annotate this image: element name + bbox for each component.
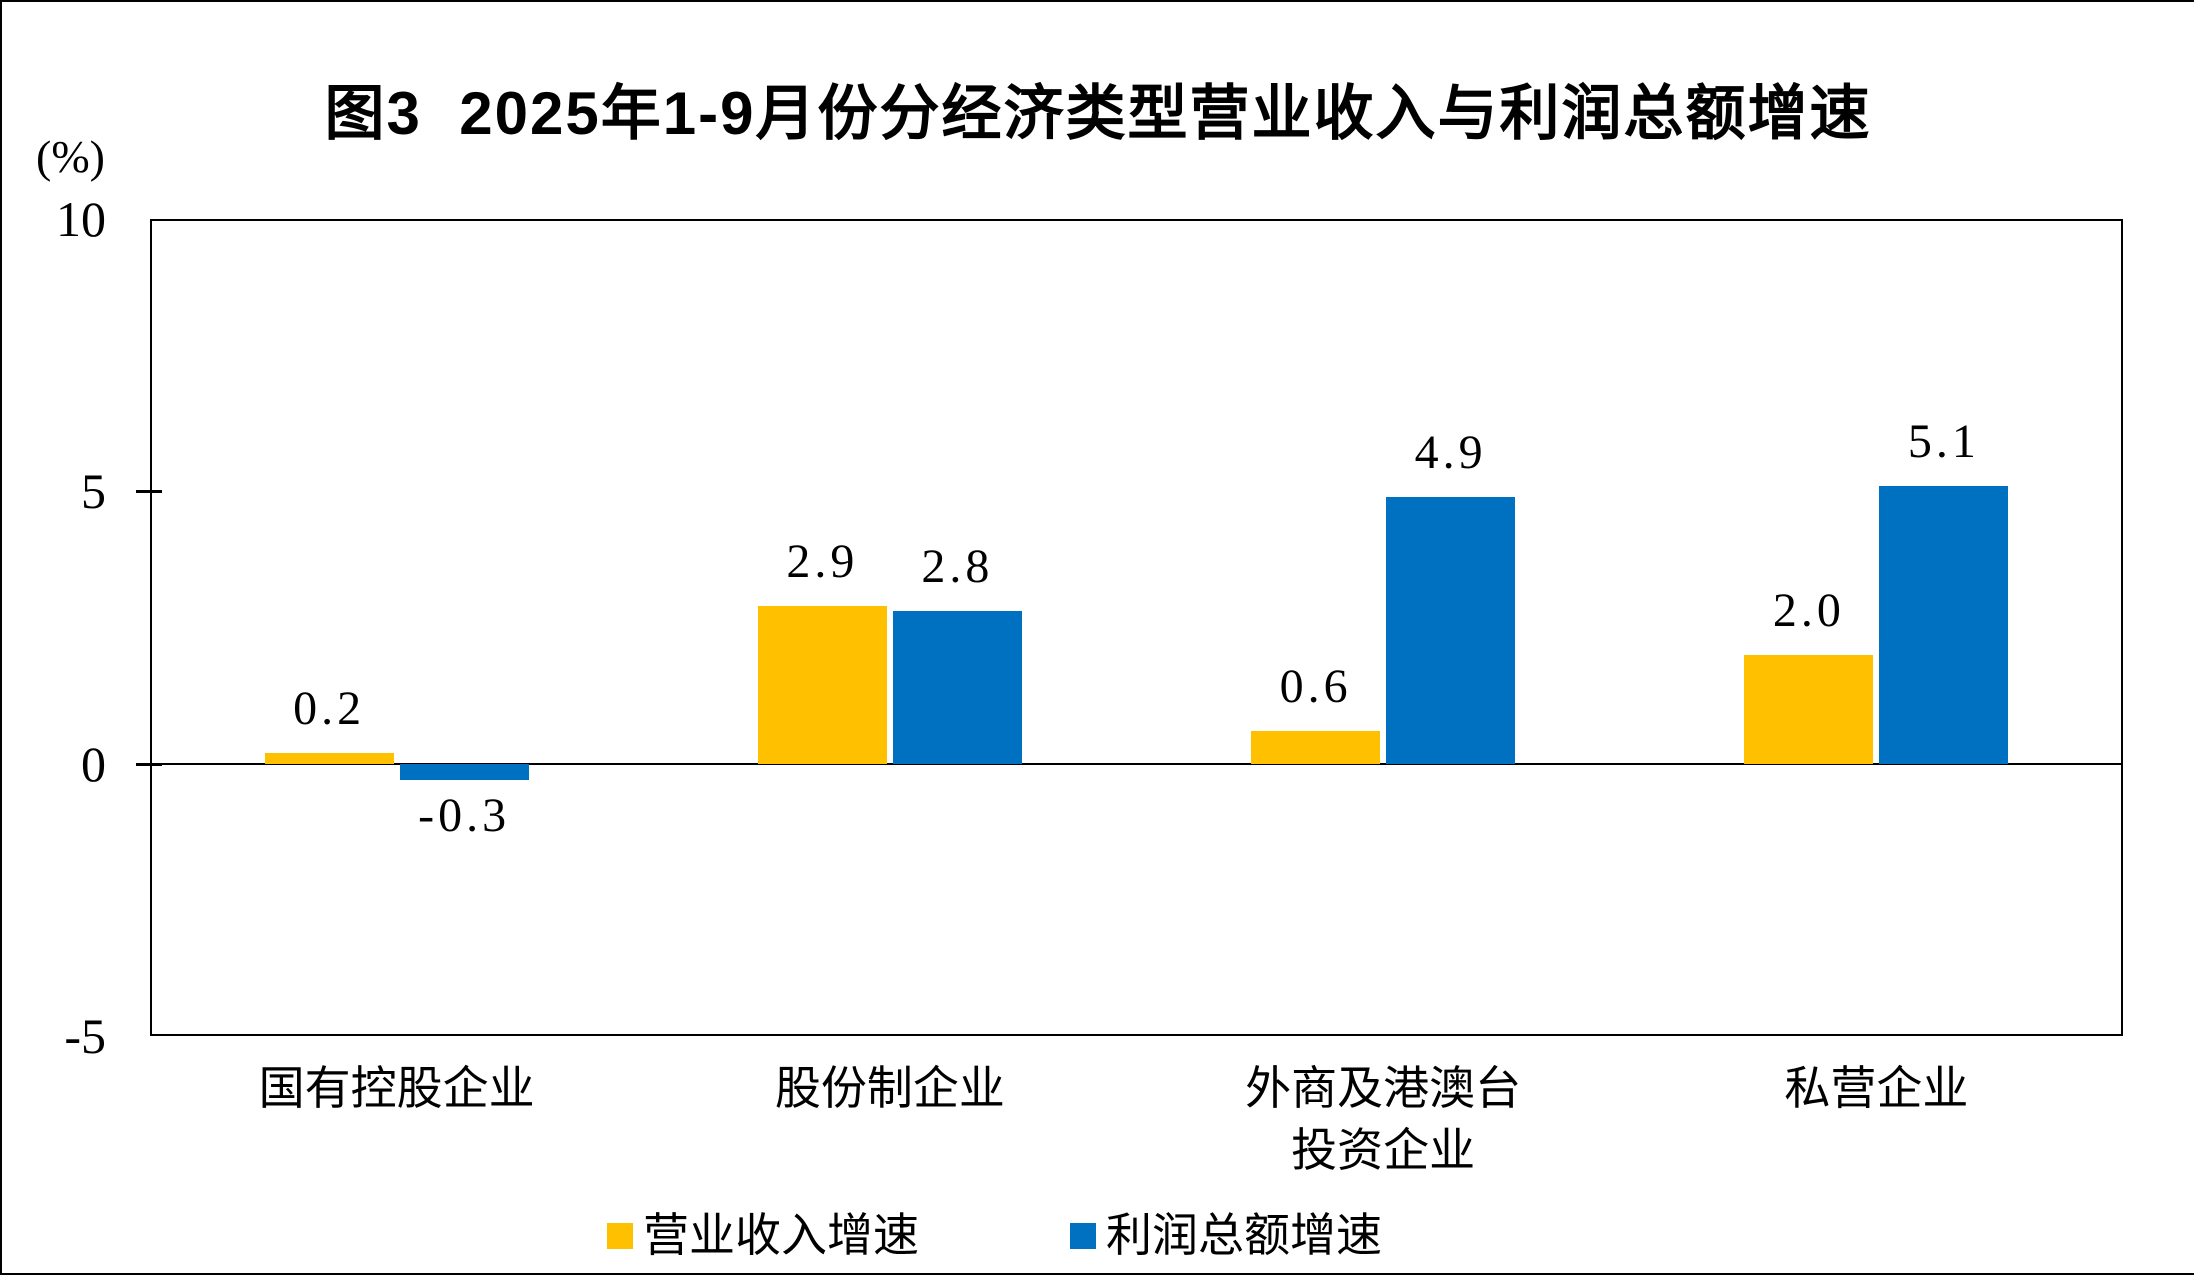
y-axis-tick-mark (136, 490, 162, 494)
y-axis-tick-label: 5 (81, 463, 106, 520)
zero-axis-line (150, 762, 2123, 765)
bar-value-label: 0.2 (293, 681, 366, 735)
legend-label: 营业收入增速 (643, 1210, 919, 1261)
y-axis-tick-label: -5 (64, 1008, 106, 1064)
x-axis-category-label: 私营企业 (1616, 1058, 2136, 1120)
bar-营业收入增速-私营企业 (1744, 654, 1874, 764)
x-axis-category-line: 国有控股企业 (258, 1063, 535, 1114)
x-axis-category-line: 股份制企业 (774, 1063, 1005, 1114)
y-axis-unit-label: (%) (36, 131, 105, 182)
bar-营业收入增速-股份制企业 (757, 605, 887, 764)
legend-item: 利润总额增速 (1070, 1209, 1382, 1263)
x-axis-category-label: 外商及港澳台 投资企业 (1123, 1058, 1643, 1182)
bar-利润总额增速-外商及港澳台投资企业 (1386, 496, 1516, 764)
bar-value-label: 4.9 (1414, 425, 1487, 479)
x-axis-category-line: 外商及港澳台 (1245, 1063, 1522, 1114)
bar-value-label: 2.8 (921, 540, 994, 594)
x-axis-category-line: 私营企业 (1784, 1063, 1969, 1114)
legend-item: 营业收入增速 (607, 1209, 919, 1263)
x-axis-category-line: 投资企业 (1291, 1125, 1476, 1176)
bar-营业收入增速-国有控股企业 (264, 752, 394, 764)
legend-swatch-icon (607, 1223, 633, 1249)
bar-value-label: -0.3 (418, 789, 511, 842)
x-axis-category-label: 国有控股企业 (137, 1058, 657, 1120)
bar-value-label: 2.0 (1772, 583, 1845, 637)
y-axis-tick-mark (136, 762, 162, 766)
y-axis-tick-label: 10 (56, 191, 106, 247)
y-axis-tick-label: 0 (81, 735, 106, 792)
bar-利润总额增速-私营企业 (1879, 485, 2009, 764)
bar-value-label: 2.9 (786, 534, 859, 588)
chart-title: 图3 2025年1-9月份分经济类型营业收入与利润总额增速 (324, 80, 1872, 147)
legend-label: 利润总额增速 (1106, 1210, 1382, 1261)
bar-value-label: 5.1 (1907, 414, 1980, 468)
legend-swatch-icon (1070, 1223, 1096, 1249)
bar-利润总额增速-国有控股企业 (399, 763, 529, 780)
plot-area (150, 219, 2123, 1036)
x-axis-category-label: 股份制企业 (630, 1058, 1150, 1120)
bar-利润总额增速-股份制企业 (892, 611, 1022, 764)
bar-value-label: 0.6 (1279, 659, 1352, 713)
bar-营业收入增速-外商及港澳台投资企业 (1251, 730, 1381, 764)
